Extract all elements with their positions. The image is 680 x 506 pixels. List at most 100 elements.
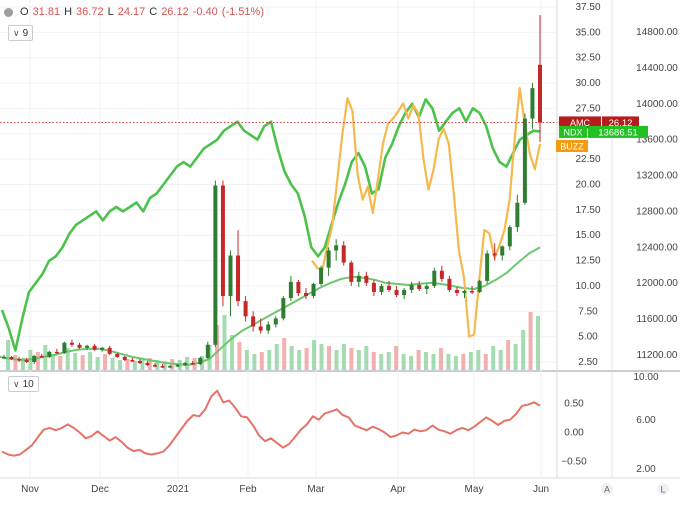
chevron-down-icon: ∨ (13, 378, 20, 389)
candle-body (454, 289, 459, 294)
indicator-toggle-main[interactable]: ∨ 9 (8, 25, 34, 41)
candle-body (477, 280, 482, 293)
price-axis-tick: 30.00 (575, 78, 600, 89)
price-axis-tick: 37.50 (575, 2, 600, 13)
volume-bar (416, 350, 421, 370)
volume-bar (386, 352, 391, 370)
lower-axis2-tick: 2.00 (636, 464, 656, 475)
candle-body (341, 245, 346, 263)
candle-body (205, 344, 210, 358)
badge-ndx-value: 13686.51 (598, 127, 638, 138)
open-label: O (20, 6, 29, 18)
candle-body (439, 270, 444, 279)
candle-body (409, 284, 414, 290)
auto-scale-label: A (604, 485, 610, 495)
volume-bar (498, 350, 503, 370)
lower-axis-tick: −0.50 (561, 457, 587, 468)
candle-body (334, 245, 339, 251)
series-lower-indicator-line (1, 389, 541, 457)
volume-bar (140, 360, 145, 370)
candle-body (228, 255, 233, 297)
candle-body (69, 342, 74, 345)
badge-amc-label: AMC (570, 118, 591, 128)
volume-bar (453, 356, 458, 370)
volume-bar (461, 354, 466, 370)
candle-body (107, 347, 112, 354)
change-percent: (-1.51%) (221, 6, 264, 18)
volume-bar (73, 353, 78, 370)
candle-body (85, 345, 90, 348)
candle-body (17, 358, 22, 361)
open-value: 31.81 (32, 6, 61, 18)
volume-bar (95, 357, 100, 370)
ndx-axis-tick: 14000.00 (636, 99, 678, 110)
volume-bar (334, 350, 339, 370)
ndx-axis-tick: 12000.00 (636, 278, 678, 289)
price-axis-tick: 15.00 (575, 230, 600, 241)
volume-bar (20, 358, 25, 370)
ndx-axis-tick: 14800.00 (636, 27, 678, 38)
candle-body (39, 355, 44, 358)
candle-body (530, 88, 535, 119)
candle-body (364, 275, 369, 283)
auto-scale-button[interactable] (601, 483, 613, 495)
candle-body (47, 351, 52, 357)
indicator-toggle-lower[interactable]: ∨ 10 (8, 376, 39, 392)
candle-body (198, 357, 203, 365)
badge-buzz-name (556, 140, 588, 152)
ndx-axis-tick: 13200.00 (636, 171, 678, 182)
lower-axis2-tick: 10.00 (633, 372, 658, 383)
indicator-count-main: 9 (22, 27, 29, 39)
volume-bar (132, 361, 137, 370)
volume-bar (282, 338, 287, 370)
candle-body (152, 365, 157, 367)
price-axis-tick: 5.00 (578, 332, 598, 343)
log-scale-label: L (660, 485, 665, 495)
candle-body (145, 363, 150, 366)
volume-bar (513, 344, 518, 370)
candle-body (266, 324, 271, 331)
series-ndx-line (0, 98, 541, 352)
candle-body (371, 282, 376, 293)
volume-bar (476, 350, 481, 370)
candle-body (9, 356, 14, 359)
chevron-down-icon: ∨ (13, 27, 20, 38)
candle-body (160, 366, 165, 368)
time-axis-label: Mar (307, 484, 325, 495)
volume-bar (259, 352, 264, 370)
time-axis-label: 2021 (167, 484, 190, 495)
price-axis-tick: 12.50 (575, 256, 600, 267)
candle-body (326, 250, 331, 268)
candle-body (32, 355, 37, 362)
low-value: 24.17 (117, 6, 146, 18)
volume-bar (364, 346, 369, 370)
volume-bar (267, 350, 272, 370)
candle-body (319, 267, 324, 284)
candle-body (394, 289, 399, 296)
log-scale-button[interactable] (657, 483, 669, 495)
volume-bar (110, 358, 115, 370)
volume-bar (155, 360, 160, 370)
indicator-count-lower: 10 (22, 378, 34, 390)
volume-bar (536, 316, 540, 370)
volume-bar (483, 354, 488, 370)
change-value: -0.40 (192, 6, 218, 18)
volume-bar (35, 352, 40, 370)
volume-bar (162, 361, 167, 370)
candle-body (507, 227, 512, 247)
candle-body (485, 253, 490, 281)
candle-body (432, 270, 437, 286)
price-axis-tick: 22.50 (575, 154, 600, 165)
volume-bar (319, 344, 324, 370)
visibility-dot-icon[interactable] (4, 7, 13, 17)
lower-axis2-tick: 6.00 (636, 415, 656, 426)
volume-bar (304, 348, 309, 370)
candle-body (417, 284, 422, 289)
volume-bar (326, 346, 331, 370)
volume-bar (222, 315, 227, 370)
time-axis-label: Nov (21, 484, 39, 495)
candle-body (77, 344, 82, 348)
candle-body (183, 363, 188, 366)
lower-axis-tick: 0.50 (564, 399, 584, 410)
